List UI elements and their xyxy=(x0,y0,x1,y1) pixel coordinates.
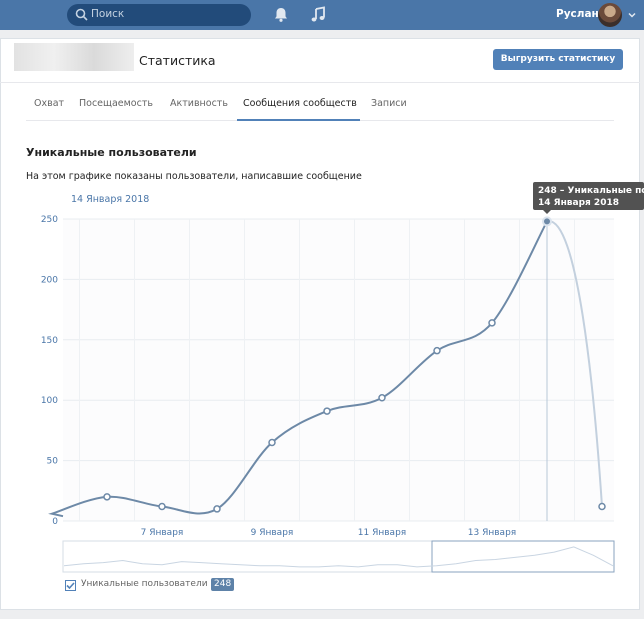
y-axis-ticks: 0 50 100 150 200 250 xyxy=(41,215,58,527)
data-point xyxy=(103,493,111,501)
x-tick-label: 13 Января xyxy=(468,528,516,538)
selected-date-label: 14 Января 2018 xyxy=(71,194,150,205)
y-tick-label: 150 xyxy=(41,336,58,346)
chevron-down-icon[interactable] xyxy=(627,10,637,20)
navigator-panel[interactable] xyxy=(62,540,615,573)
topbar: Поиск Руслан xyxy=(0,0,644,30)
data-point xyxy=(268,438,276,447)
data-point xyxy=(213,505,221,513)
data-point xyxy=(323,407,331,415)
music-icon[interactable] xyxy=(309,6,327,24)
export-statistics-button[interactable]: Выгрузить статистику xyxy=(493,49,623,70)
data-point xyxy=(598,502,606,511)
navigator-line xyxy=(63,546,614,568)
active-tab-indicator xyxy=(237,119,360,121)
tab-community-messages[interactable]: Сообщения сообществ xyxy=(243,98,357,109)
tooltip-value: 248 – Уникальные пол xyxy=(538,186,644,196)
y-tick-label: 250 xyxy=(41,215,58,225)
y-tick-label: 0 xyxy=(52,517,58,527)
legend-checkbox[interactable] xyxy=(65,580,76,591)
data-point xyxy=(378,394,386,402)
chart-tooltip: 248 – Уникальные пол 14 Января 2018 xyxy=(533,182,644,210)
series-line-unique-users xyxy=(48,220,548,518)
section-title: Уникальные пользователи xyxy=(26,146,197,159)
tab-posts[interactable]: Записи xyxy=(371,98,407,109)
x-tick-label: 9 Января xyxy=(251,528,294,538)
search-placeholder: Поиск xyxy=(91,8,125,20)
x-tick-label: 7 Января xyxy=(141,528,184,538)
blurred-community-name xyxy=(14,43,134,71)
page-title: Статистика xyxy=(139,53,216,68)
chart-grid xyxy=(63,218,614,522)
bell-icon[interactable] xyxy=(272,6,290,24)
checkmark-icon xyxy=(66,582,75,590)
x-axis-ticks: 7 Января 9 Января 11 Января 13 Января xyxy=(141,528,517,538)
search-icon xyxy=(75,8,88,21)
series-line-unique-users-faded xyxy=(546,220,603,507)
x-tick-label: 11 Января xyxy=(358,528,406,538)
avatar[interactable] xyxy=(598,3,622,27)
y-tick-label: 200 xyxy=(41,275,58,285)
legend-label[interactable]: Уникальные пользователи xyxy=(81,579,208,589)
data-point xyxy=(158,502,166,511)
search-input[interactable]: Поиск xyxy=(67,4,251,26)
tab-activity[interactable]: Активность xyxy=(170,98,228,109)
legend-total-badge: 248 xyxy=(211,578,235,591)
series-points xyxy=(103,216,606,513)
highlighted-point xyxy=(542,216,552,227)
header-divider xyxy=(0,82,640,83)
section-description: На этом графике показаны пользователи, н… xyxy=(26,171,362,182)
y-tick-label: 50 xyxy=(47,457,59,467)
plot-area xyxy=(63,219,614,521)
tooltip-arrow xyxy=(543,210,551,214)
tab-reach[interactable]: Охват xyxy=(34,98,65,109)
navigator-selection[interactable] xyxy=(431,540,615,573)
tab-attendance[interactable]: Посещаемость xyxy=(79,98,153,109)
data-point xyxy=(488,319,496,327)
user-name[interactable]: Руслан xyxy=(556,8,599,20)
tooltip-date: 14 Января 2018 xyxy=(538,198,619,208)
data-point xyxy=(433,346,441,355)
y-tick-label: 100 xyxy=(41,396,58,406)
